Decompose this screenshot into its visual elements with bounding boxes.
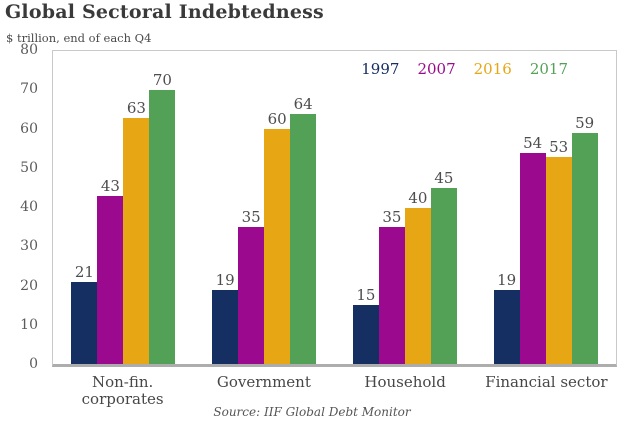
- bar-2016: [545, 156, 572, 364]
- bar-2007: [378, 227, 405, 364]
- bar-column: 19: [212, 51, 239, 364]
- bar-value-label: 53: [549, 137, 569, 156]
- y-tick-label: 70: [20, 81, 38, 98]
- bar-column: 60: [264, 51, 291, 364]
- y-axis: 0 10 20 30 40 50 60 70 80: [0, 42, 44, 372]
- y-tick-label: 50: [20, 159, 38, 176]
- bar-2016: [123, 117, 150, 364]
- bar-column: 15: [352, 51, 379, 364]
- legend-item-2016: 2016: [473, 60, 512, 78]
- chart-subtitle: $ trillion, end of each Q4: [6, 31, 152, 45]
- bar-2016: [404, 207, 431, 364]
- bar-group: 21 43 63 70: [53, 51, 194, 364]
- bar-column: 70: [149, 51, 176, 364]
- legend-item-2007: 2007: [417, 60, 456, 78]
- y-tick-label: 40: [20, 199, 38, 215]
- bar-column: 59: [571, 51, 598, 364]
- bar-groups: 21 43 63 70 19 35 60 64 15 35 40 45 19 54 53 59: [53, 51, 616, 364]
- bar-column: 64: [290, 51, 317, 364]
- bar-2007: [97, 195, 124, 364]
- x-axis-labels: Non-fin. corporates Government Household Fi…: [52, 373, 617, 409]
- bar-column: 43: [97, 51, 124, 364]
- legend: 1997 2007 2016 2017: [361, 60, 568, 78]
- bar-value-label: 64: [293, 94, 313, 113]
- bar-value-label: 45: [434, 168, 454, 187]
- bar-group-inner: 15 35 40 45: [352, 51, 457, 364]
- y-tick-label: 80: [20, 42, 38, 58]
- bar-group: 15 35 40 45: [335, 51, 476, 364]
- x-category-label: Financial sector: [485, 373, 608, 391]
- bar-column: 63: [123, 51, 150, 364]
- bar-1997: [71, 281, 98, 364]
- bar-2017: [290, 113, 317, 364]
- bar-column: 53: [545, 51, 572, 364]
- plot-area: 1997 2007 2016 2017 21 43 63 70 19 35 60 64 15 35 40 4…: [52, 50, 617, 367]
- legend-item-1997: 1997: [361, 60, 400, 78]
- bar-value-label: 35: [241, 208, 261, 227]
- y-tick-label: 0: [29, 356, 38, 372]
- bar-column: 21: [71, 51, 98, 364]
- bar-column: 45: [430, 51, 457, 364]
- bar-value-label: 40: [408, 188, 428, 207]
- source-note: Source: IIF Global Debt Monitor: [213, 405, 411, 419]
- bar-column: 19: [493, 51, 520, 364]
- bar-group-inner: 21 43 63 70: [71, 51, 176, 364]
- bar-2017: [149, 90, 176, 364]
- bar-group-inner: 19 35 60 64: [212, 51, 317, 364]
- bar-value-label: 15: [356, 286, 376, 305]
- x-category-label: Non-fin. corporates: [81, 373, 164, 409]
- chart-title: Global Sectoral Indebtedness: [5, 1, 324, 23]
- bar-value-label: 43: [100, 176, 120, 195]
- bar-value-label: 35: [382, 208, 402, 227]
- legend-item-2017: 2017: [529, 60, 568, 78]
- y-tick-label: 30: [20, 238, 38, 255]
- bar-column: 54: [519, 51, 546, 364]
- y-tick-label: 20: [20, 277, 38, 294]
- bar-value-label: 60: [267, 110, 287, 129]
- bar-column: 35: [378, 51, 405, 364]
- bar-1997: [352, 305, 379, 364]
- bar-group-inner: 19 54 53 59: [493, 51, 598, 364]
- bar-2007: [519, 152, 546, 364]
- bar-value-label: 19: [215, 270, 235, 289]
- bar-group: 19 35 60 64: [194, 51, 335, 364]
- bar-value-label: 70: [152, 71, 172, 90]
- bar-1997: [212, 289, 239, 364]
- bar-1997: [493, 289, 520, 364]
- bar-2017: [571, 133, 598, 364]
- bar-2016: [264, 129, 291, 364]
- bar-value-label: 21: [74, 262, 94, 281]
- y-tick-label: 60: [20, 120, 38, 137]
- bar-value-label: 54: [523, 133, 543, 152]
- bar-value-label: 19: [497, 270, 517, 289]
- bar-2017: [430, 187, 457, 364]
- bar-column: 35: [238, 51, 265, 364]
- bar-value-label: 59: [575, 114, 595, 133]
- x-category-label: Government: [216, 373, 311, 391]
- bar-group: 19 54 53 59: [475, 51, 616, 364]
- bar-value-label: 63: [126, 98, 146, 117]
- x-category-label: Household: [364, 373, 446, 391]
- y-tick-label: 10: [20, 316, 38, 333]
- bar-2007: [238, 227, 265, 364]
- bar-column: 40: [404, 51, 431, 364]
